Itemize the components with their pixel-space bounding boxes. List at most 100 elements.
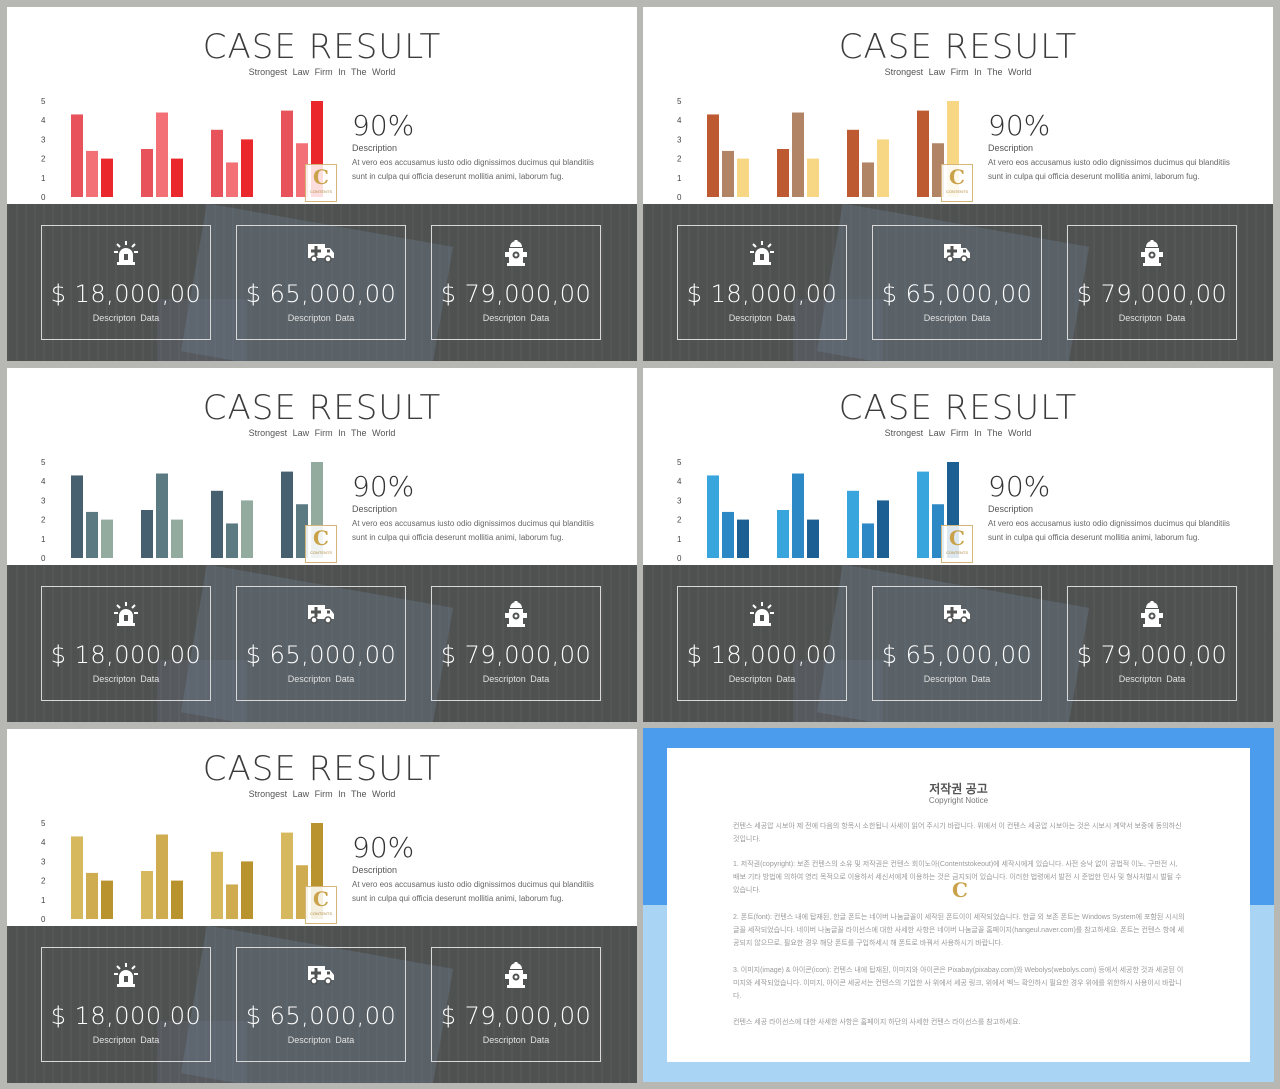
stat-value: $ 79,000,00 — [440, 280, 592, 308]
chart-bar — [807, 519, 819, 558]
background-document-image — [793, 299, 883, 361]
slide-subtitle: Strongest Law Firm In The World — [248, 789, 396, 799]
stat-card[interactable]: $ 65,000,00 Descripton Data — [236, 947, 406, 1062]
y-tick-label: 3 — [41, 496, 46, 505]
ambulance-icon — [873, 601, 1041, 630]
ambulance-icon — [237, 240, 405, 269]
case-result-slide[interactable]: CASE RESULT Strongest Law Firm In The Wor… — [7, 7, 637, 361]
logo-text: CONTENTS — [310, 911, 332, 916]
bar-chart: 0 1 2 3 4 5 — [41, 97, 323, 202]
stat-label: Descripton Data — [728, 674, 796, 684]
stat-card[interactable]: $ 18,000,00 Descripton Data — [677, 586, 847, 701]
stat-card[interactable]: $ 65,000,00 Descripton Data — [236, 586, 406, 701]
chart-bar — [281, 110, 293, 197]
copyright-subtitle: Copyright Notice — [928, 796, 989, 805]
y-tick-label: 5 — [41, 97, 46, 106]
chart-bar — [71, 836, 83, 919]
stat-label: Descripton Data — [287, 313, 355, 323]
fire-hydrant-icon — [432, 240, 600, 271]
chart-bar — [241, 500, 253, 558]
stat-label: Descripton Data — [92, 674, 160, 684]
chart-bar — [707, 114, 719, 197]
chart-bar — [211, 129, 223, 197]
stats-band: $ 18,000,00 Descripton Data $ 65,000,00 Des… — [643, 565, 1273, 722]
background-document-image — [793, 660, 883, 722]
stat-card[interactable]: $ 79,000,00 Descripton Data — [431, 225, 601, 340]
stat-card[interactable]: $ 79,000,00 Descripton Data — [1067, 586, 1237, 701]
copyright-footer-note: 컨텐스 세공 라이선스에 대한 사세한 사항은 홈페이지 하단의 사세한 컨텐스… — [733, 1019, 1021, 1026]
stat-card[interactable]: $ 18,000,00 Descripton Data — [677, 225, 847, 340]
chart-bar — [226, 523, 238, 558]
logo-letter: C — [952, 878, 968, 902]
stat-value: $ 18,000,00 — [50, 641, 202, 669]
stat-card[interactable]: $ 79,000,00 Descripton Data — [431, 947, 601, 1062]
slide-subtitle: Strongest Law Firm In The World — [884, 67, 1032, 77]
y-tick-label: 5 — [677, 97, 682, 106]
chart-bar — [171, 158, 183, 197]
logo-text: CONTENTS — [946, 550, 968, 555]
chart-bar — [862, 523, 874, 558]
description-body: At vero eos accusamus iusto odio digniss… — [988, 158, 1230, 181]
stat-value: $ 79,000,00 — [440, 1002, 592, 1030]
stat-card[interactable]: $ 65,000,00 Descripton Data — [872, 586, 1042, 701]
chart-bar — [241, 139, 253, 197]
percent-value: 90% — [988, 470, 1051, 503]
logo-text: CONTENTS — [310, 550, 332, 555]
copyright-title: 저작권 공고 — [929, 782, 988, 796]
logo-letter: C — [313, 887, 329, 911]
copyright-intro: 컨텐스 세공압 시보아 제 전에 다음의 항목시 소한됩니 사세이 읽어 주시기… — [733, 823, 1182, 843]
copyright-slide[interactable]: 저작권 공고 Copyright Notice 컨텐스 세공압 시보아 제 전에… — [643, 728, 1274, 1082]
y-tick-label: 0 — [677, 554, 682, 563]
ambulance-icon — [237, 601, 405, 630]
background-document-image — [157, 1021, 247, 1083]
percent-value: 90% — [988, 109, 1051, 142]
y-tick-label: 5 — [41, 458, 46, 467]
chart-bar — [777, 510, 789, 558]
case-result-slide[interactable]: CASE RESULT Strongest Law Firm In The Wor… — [7, 729, 637, 1083]
description-title: Description — [352, 504, 398, 514]
y-tick-label: 1 — [41, 896, 46, 905]
stat-card[interactable]: $ 79,000,00 Descripton Data — [431, 586, 601, 701]
logo-letter: C — [313, 165, 329, 189]
stat-value: $ 65,000,00 — [245, 1002, 397, 1030]
slide-subtitle: Strongest Law Firm In The World — [248, 428, 396, 438]
chart-bar — [86, 150, 98, 197]
stat-card[interactable]: $ 65,000,00 Descripton Data — [236, 225, 406, 340]
description-body: At vero eos accusamus iusto odio digniss… — [352, 158, 594, 181]
stats-band: $ 18,000,00 Descripton Data $ 65,000,00 Des… — [7, 565, 637, 722]
stat-card[interactable]: $ 65,000,00 Descripton Data — [872, 225, 1042, 340]
y-tick-label: 0 — [41, 193, 46, 202]
stat-card[interactable]: $ 18,000,00 Descripton Data — [41, 586, 211, 701]
chart-bar — [877, 139, 889, 197]
stat-label: Descripton Data — [92, 1035, 160, 1045]
y-tick-label: 0 — [41, 915, 46, 924]
copyright-section-font: 2. 폰트(font): 컨텐스 내에 탑재된, 한글 폰트는 네이버 나눔글꼴… — [733, 914, 1185, 947]
chart-bar — [86, 511, 98, 558]
chart-bar — [877, 500, 889, 558]
percent-value: 90% — [352, 831, 415, 864]
y-tick-label: 3 — [677, 135, 682, 144]
stat-card[interactable]: $ 18,000,00 Descripton Data — [41, 947, 211, 1062]
description-title: Description — [988, 143, 1034, 153]
stat-value: $ 18,000,00 — [686, 641, 838, 669]
case-result-slide[interactable]: CASE RESULT Strongest Law Firm In The Wor… — [7, 368, 637, 722]
chart-bar — [101, 880, 113, 919]
background-document-image — [157, 299, 247, 361]
y-tick-label: 1 — [41, 535, 46, 544]
contents-logo: C — [948, 878, 972, 912]
logo-text: CONTENTS — [310, 189, 332, 194]
stat-card[interactable]: $ 18,000,00 Descripton Data — [41, 225, 211, 340]
y-tick-label: 2 — [677, 516, 682, 525]
siren-icon — [42, 601, 210, 632]
stat-value: $ 65,000,00 — [245, 280, 397, 308]
siren-icon — [42, 240, 210, 271]
chart-bar — [156, 112, 168, 197]
logo-text: CONTENTS — [946, 189, 968, 194]
logo-letter: C — [949, 526, 965, 550]
case-result-slide[interactable]: CASE RESULT Strongest Law Firm In The Wor… — [643, 7, 1273, 361]
stat-card[interactable]: $ 79,000,00 Descripton Data — [1067, 225, 1237, 340]
description-title: Description — [352, 143, 398, 153]
case-result-slide[interactable]: CASE RESULT Strongest Law Firm In The Wor… — [643, 368, 1273, 722]
siren-icon — [678, 240, 846, 271]
stat-label: Descripton Data — [1118, 313, 1186, 323]
